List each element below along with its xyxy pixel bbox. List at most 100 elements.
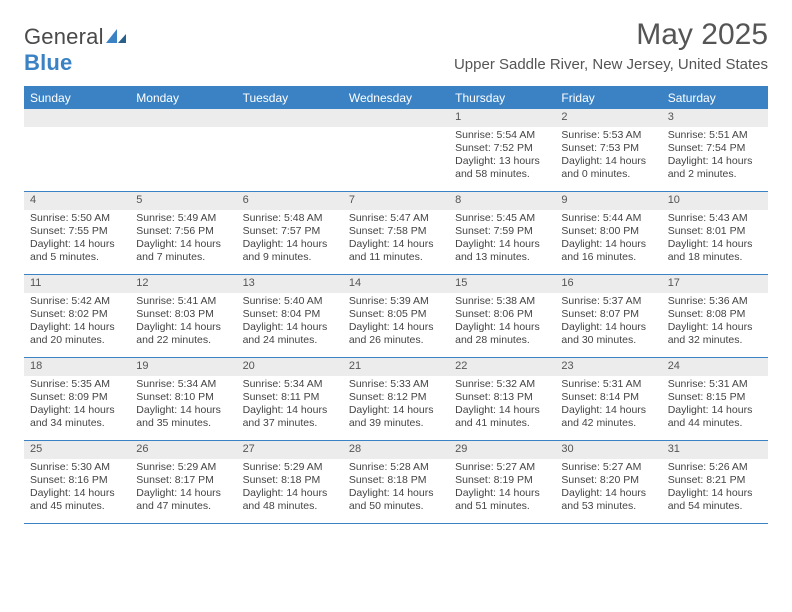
calendar-cell [343, 109, 449, 191]
sunset-text: Sunset: 7:56 PM [136, 225, 230, 238]
sunrise-text: Sunrise: 5:47 AM [349, 212, 443, 225]
daylight-text: Daylight: 14 hours and 18 minutes. [668, 238, 762, 264]
daylight-text: Daylight: 14 hours and 32 minutes. [668, 321, 762, 347]
cell-body: Sunrise: 5:29 AMSunset: 8:18 PMDaylight:… [237, 459, 343, 518]
daylight-text: Daylight: 14 hours and 51 minutes. [455, 487, 549, 513]
day-number-bar: 1 [449, 109, 555, 127]
daylight-text: Daylight: 14 hours and 13 minutes. [455, 238, 549, 264]
cell-body: Sunrise: 5:31 AMSunset: 8:14 PMDaylight:… [555, 376, 661, 435]
location: Upper Saddle River, New Jersey, United S… [454, 56, 768, 73]
day-number-bar: 17 [662, 275, 768, 293]
calendar-cell: 3Sunrise: 5:51 AMSunset: 7:54 PMDaylight… [662, 109, 768, 191]
calendar-cell: 22Sunrise: 5:32 AMSunset: 8:13 PMDayligh… [449, 358, 555, 440]
calendar-cell: 26Sunrise: 5:29 AMSunset: 8:17 PMDayligh… [130, 441, 236, 523]
daylight-text: Daylight: 14 hours and 7 minutes. [136, 238, 230, 264]
daylight-text: Daylight: 13 hours and 58 minutes. [455, 155, 549, 181]
daylight-text: Daylight: 14 hours and 48 minutes. [243, 487, 337, 513]
day-number-bar: 29 [449, 441, 555, 459]
calendar-cell: 15Sunrise: 5:38 AMSunset: 8:06 PMDayligh… [449, 275, 555, 357]
cell-body: Sunrise: 5:54 AMSunset: 7:52 PMDaylight:… [449, 127, 555, 186]
daylight-text: Daylight: 14 hours and 9 minutes. [243, 238, 337, 264]
sunset-text: Sunset: 8:16 PM [30, 474, 124, 487]
cell-body: Sunrise: 5:26 AMSunset: 8:21 PMDaylight:… [662, 459, 768, 518]
calendar-cell: 10Sunrise: 5:43 AMSunset: 8:01 PMDayligh… [662, 192, 768, 274]
cell-body: Sunrise: 5:28 AMSunset: 8:18 PMDaylight:… [343, 459, 449, 518]
calendar-cell: 12Sunrise: 5:41 AMSunset: 8:03 PMDayligh… [130, 275, 236, 357]
week-row: 1Sunrise: 5:54 AMSunset: 7:52 PMDaylight… [24, 109, 768, 192]
daylight-text: Daylight: 14 hours and 44 minutes. [668, 404, 762, 430]
sunrise-text: Sunrise: 5:29 AM [243, 461, 337, 474]
sunrise-text: Sunrise: 5:50 AM [30, 212, 124, 225]
calendar-cell: 11Sunrise: 5:42 AMSunset: 8:02 PMDayligh… [24, 275, 130, 357]
cell-body: Sunrise: 5:48 AMSunset: 7:57 PMDaylight:… [237, 210, 343, 269]
calendar-cell: 9Sunrise: 5:44 AMSunset: 8:00 PMDaylight… [555, 192, 661, 274]
sunrise-text: Sunrise: 5:27 AM [561, 461, 655, 474]
calendar-cell: 17Sunrise: 5:36 AMSunset: 8:08 PMDayligh… [662, 275, 768, 357]
calendar-cell: 6Sunrise: 5:48 AMSunset: 7:57 PMDaylight… [237, 192, 343, 274]
day-number-bar [343, 109, 449, 127]
daylight-text: Daylight: 14 hours and 11 minutes. [349, 238, 443, 264]
sunrise-text: Sunrise: 5:39 AM [349, 295, 443, 308]
cell-body: Sunrise: 5:36 AMSunset: 8:08 PMDaylight:… [662, 293, 768, 352]
sunrise-text: Sunrise: 5:51 AM [668, 129, 762, 142]
week-row: 25Sunrise: 5:30 AMSunset: 8:16 PMDayligh… [24, 441, 768, 524]
dow-monday: Monday [130, 87, 236, 109]
sunset-text: Sunset: 8:17 PM [136, 474, 230, 487]
sunrise-text: Sunrise: 5:26 AM [668, 461, 762, 474]
cell-body: Sunrise: 5:44 AMSunset: 8:00 PMDaylight:… [555, 210, 661, 269]
daylight-text: Daylight: 14 hours and 24 minutes. [243, 321, 337, 347]
cell-body: Sunrise: 5:27 AMSunset: 8:20 PMDaylight:… [555, 459, 661, 518]
sunset-text: Sunset: 8:03 PM [136, 308, 230, 321]
day-number-bar [130, 109, 236, 127]
day-number-bar: 18 [24, 358, 130, 376]
cell-body: Sunrise: 5:34 AMSunset: 8:11 PMDaylight:… [237, 376, 343, 435]
daylight-text: Daylight: 14 hours and 41 minutes. [455, 404, 549, 430]
calendar-cell: 29Sunrise: 5:27 AMSunset: 8:19 PMDayligh… [449, 441, 555, 523]
weeks-container: 1Sunrise: 5:54 AMSunset: 7:52 PMDaylight… [24, 109, 768, 524]
calendar-cell: 20Sunrise: 5:34 AMSunset: 8:11 PMDayligh… [237, 358, 343, 440]
cell-body: Sunrise: 5:38 AMSunset: 8:06 PMDaylight:… [449, 293, 555, 352]
sunset-text: Sunset: 8:21 PM [668, 474, 762, 487]
day-number-bar: 3 [662, 109, 768, 127]
week-row: 11Sunrise: 5:42 AMSunset: 8:02 PMDayligh… [24, 275, 768, 358]
sunrise-text: Sunrise: 5:34 AM [243, 378, 337, 391]
calendar-cell: 1Sunrise: 5:54 AMSunset: 7:52 PMDaylight… [449, 109, 555, 191]
daylight-text: Daylight: 14 hours and 5 minutes. [30, 238, 124, 264]
sunset-text: Sunset: 7:52 PM [455, 142, 549, 155]
daylight-text: Daylight: 14 hours and 0 minutes. [561, 155, 655, 181]
day-number-bar: 4 [24, 192, 130, 210]
calendar-cell: 25Sunrise: 5:30 AMSunset: 8:16 PMDayligh… [24, 441, 130, 523]
sunrise-text: Sunrise: 5:41 AM [136, 295, 230, 308]
calendar-cell: 5Sunrise: 5:49 AMSunset: 7:56 PMDaylight… [130, 192, 236, 274]
sunrise-text: Sunrise: 5:49 AM [136, 212, 230, 225]
sunrise-text: Sunrise: 5:43 AM [668, 212, 762, 225]
dow-tuesday: Tuesday [237, 87, 343, 109]
sunset-text: Sunset: 8:18 PM [349, 474, 443, 487]
sunrise-text: Sunrise: 5:35 AM [30, 378, 124, 391]
calendar-cell: 2Sunrise: 5:53 AMSunset: 7:53 PMDaylight… [555, 109, 661, 191]
day-number-bar: 19 [130, 358, 236, 376]
daylight-text: Daylight: 14 hours and 34 minutes. [30, 404, 124, 430]
day-number-bar: 12 [130, 275, 236, 293]
calendar-cell: 28Sunrise: 5:28 AMSunset: 8:18 PMDayligh… [343, 441, 449, 523]
calendar-cell [24, 109, 130, 191]
cell-body: Sunrise: 5:50 AMSunset: 7:55 PMDaylight:… [24, 210, 130, 269]
sunset-text: Sunset: 7:54 PM [668, 142, 762, 155]
daylight-text: Daylight: 14 hours and 28 minutes. [455, 321, 549, 347]
sunset-text: Sunset: 8:08 PM [668, 308, 762, 321]
sunrise-text: Sunrise: 5:33 AM [349, 378, 443, 391]
week-row: 4Sunrise: 5:50 AMSunset: 7:55 PMDaylight… [24, 192, 768, 275]
calendar-cell: 23Sunrise: 5:31 AMSunset: 8:14 PMDayligh… [555, 358, 661, 440]
daylight-text: Daylight: 14 hours and 47 minutes. [136, 487, 230, 513]
day-number-bar: 14 [343, 275, 449, 293]
sunrise-text: Sunrise: 5:29 AM [136, 461, 230, 474]
daylight-text: Daylight: 14 hours and 30 minutes. [561, 321, 655, 347]
cell-body: Sunrise: 5:30 AMSunset: 8:16 PMDaylight:… [24, 459, 130, 518]
calendar-cell: 13Sunrise: 5:40 AMSunset: 8:04 PMDayligh… [237, 275, 343, 357]
day-number-bar: 22 [449, 358, 555, 376]
calendar-cell: 31Sunrise: 5:26 AMSunset: 8:21 PMDayligh… [662, 441, 768, 523]
calendar-cell: 19Sunrise: 5:34 AMSunset: 8:10 PMDayligh… [130, 358, 236, 440]
cell-body: Sunrise: 5:39 AMSunset: 8:05 PMDaylight:… [343, 293, 449, 352]
cell-body: Sunrise: 5:32 AMSunset: 8:13 PMDaylight:… [449, 376, 555, 435]
calendar-cell [130, 109, 236, 191]
